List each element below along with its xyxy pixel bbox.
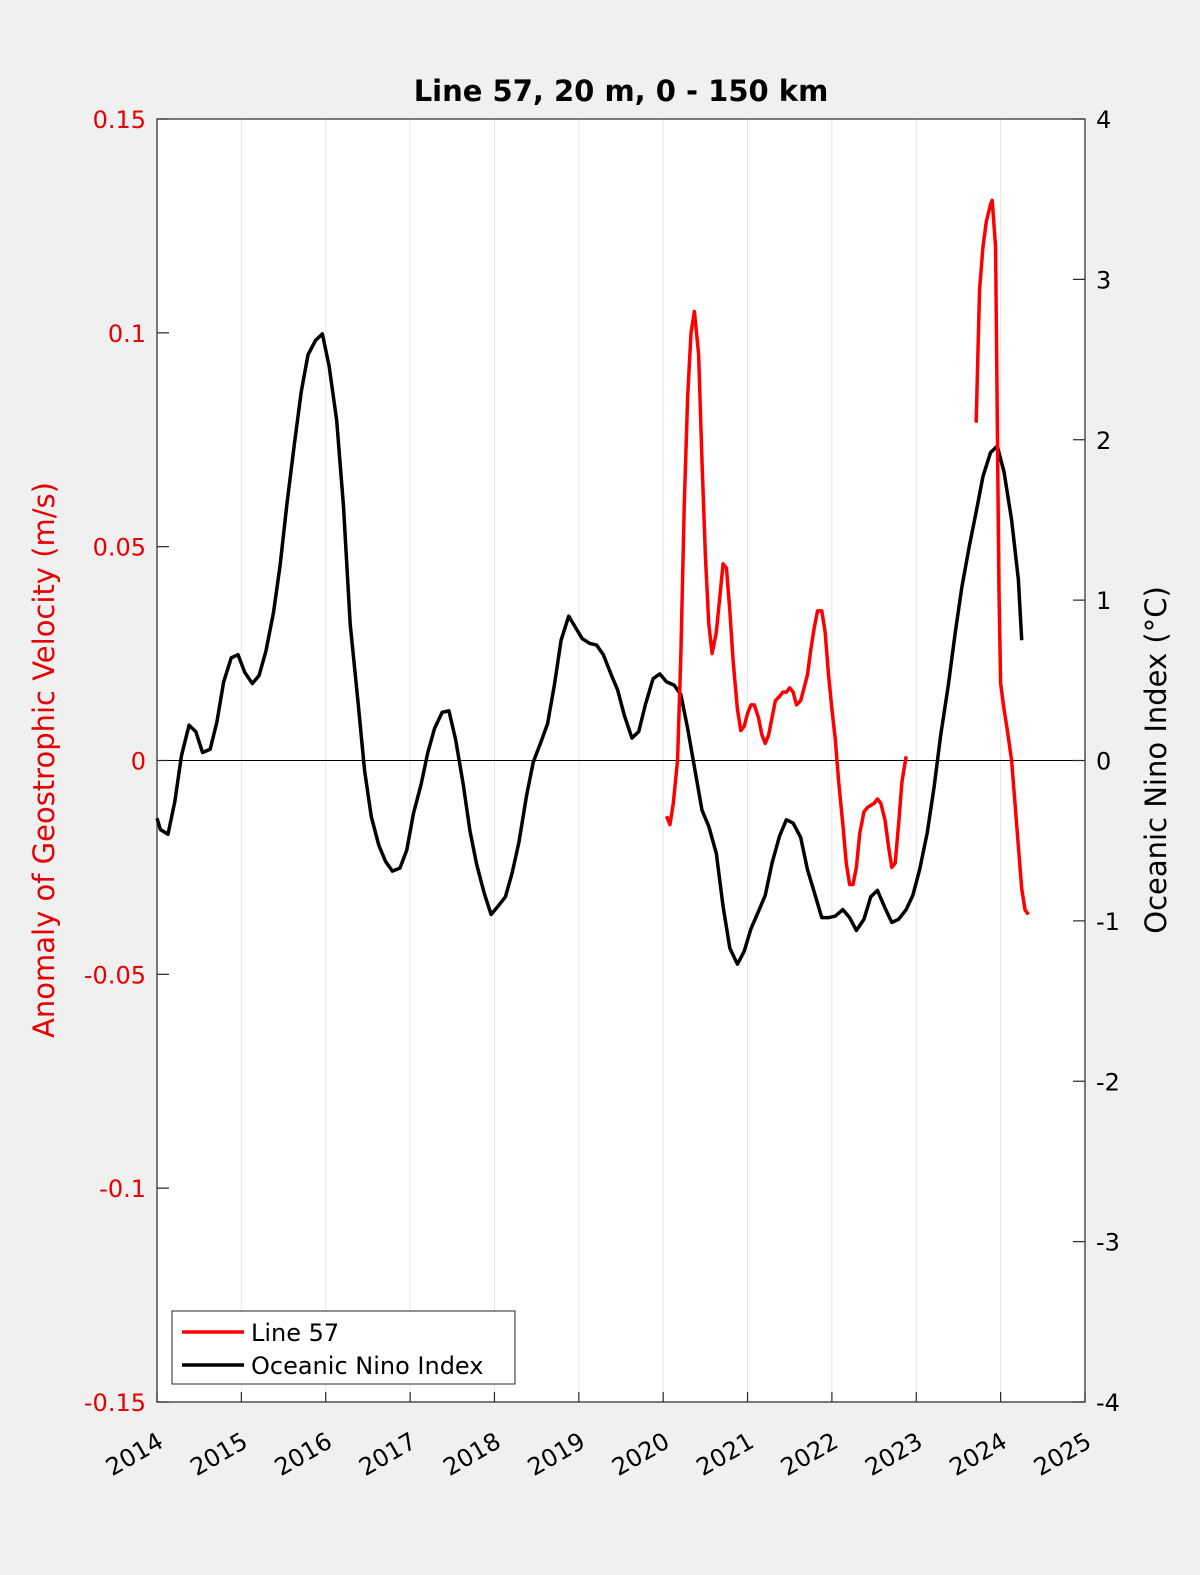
- legend-box: [171, 1310, 516, 1385]
- x-tick-label-2024: 2024: [945, 1427, 1012, 1482]
- x-tick-label-2014: 2014: [101, 1427, 168, 1482]
- y-left-tick-label: 0.15: [93, 106, 146, 134]
- x-tick-label-2016: 2016: [270, 1427, 337, 1482]
- y-left-tick-label: -0.1: [99, 1175, 146, 1203]
- legend: Line 57 Oceanic Nino Index: [171, 1310, 516, 1385]
- y-right-tick-label: 0: [1096, 748, 1111, 776]
- x-tick-label-2018: 2018: [439, 1427, 506, 1482]
- series-group: [155, 198, 1030, 966]
- y-left-tick-label: -0.15: [84, 1389, 146, 1417]
- y-left-tick-label: -0.05: [84, 961, 146, 989]
- x-tick-label-2023: 2023: [860, 1427, 927, 1482]
- y-left-tick-label: 0.05: [93, 534, 146, 562]
- x-tick-label-2019: 2019: [523, 1427, 590, 1482]
- y-right-tick-label: -1: [1096, 908, 1120, 936]
- legend-label-line57: Line 57: [251, 1319, 339, 1347]
- y-left-tick-label: 0.1: [108, 320, 146, 348]
- series-line-oni: [155, 332, 1024, 966]
- x-tick-label-2020: 2020: [607, 1427, 674, 1482]
- y-right-tick-label: 2: [1096, 427, 1111, 455]
- x-tick-label-2021: 2021: [692, 1427, 759, 1482]
- x-axis: 2014 2015 2016 2017 2018 2019 2020 2021 2022 2023…: [101, 1392, 1096, 1482]
- x-tick-label-2017: 2017: [354, 1427, 421, 1482]
- left-axis: -0.15 -0.1 -0.05 0 0.05 0.1 0.15: [84, 106, 169, 1417]
- y-right-tick-label: -2: [1096, 1068, 1120, 1096]
- y-left-tick-label: 0: [131, 748, 146, 776]
- y-right-tick-label: -4: [1096, 1389, 1120, 1417]
- series-line-line57-segment-2: [974, 198, 1030, 916]
- y-axis-left-label: Anomaly of Geostrophic Velocity (m/s): [27, 482, 61, 1038]
- x-tick-label-2015: 2015: [185, 1427, 252, 1482]
- chart-title: Line 57, 20 m, 0 - 150 km: [414, 74, 829, 108]
- y-axis-right-label: Oceanic Nino Index (°C): [1139, 586, 1173, 934]
- y-right-tick-label: 3: [1096, 266, 1111, 294]
- y-right-tick-label: 1: [1096, 587, 1111, 615]
- x-tick-label-2025: 2025: [1029, 1427, 1096, 1482]
- legend-label-oni: Oceanic Nino Index: [251, 1352, 483, 1380]
- right-axis: -4 -3 -2 -1 0 1 2 3 4: [1073, 106, 1120, 1417]
- series-line-line57-segment-1: [664, 309, 908, 887]
- y-right-tick-label: 4: [1096, 106, 1111, 134]
- y-right-tick-label: -3: [1096, 1229, 1120, 1257]
- x-tick-label-2022: 2022: [776, 1427, 843, 1482]
